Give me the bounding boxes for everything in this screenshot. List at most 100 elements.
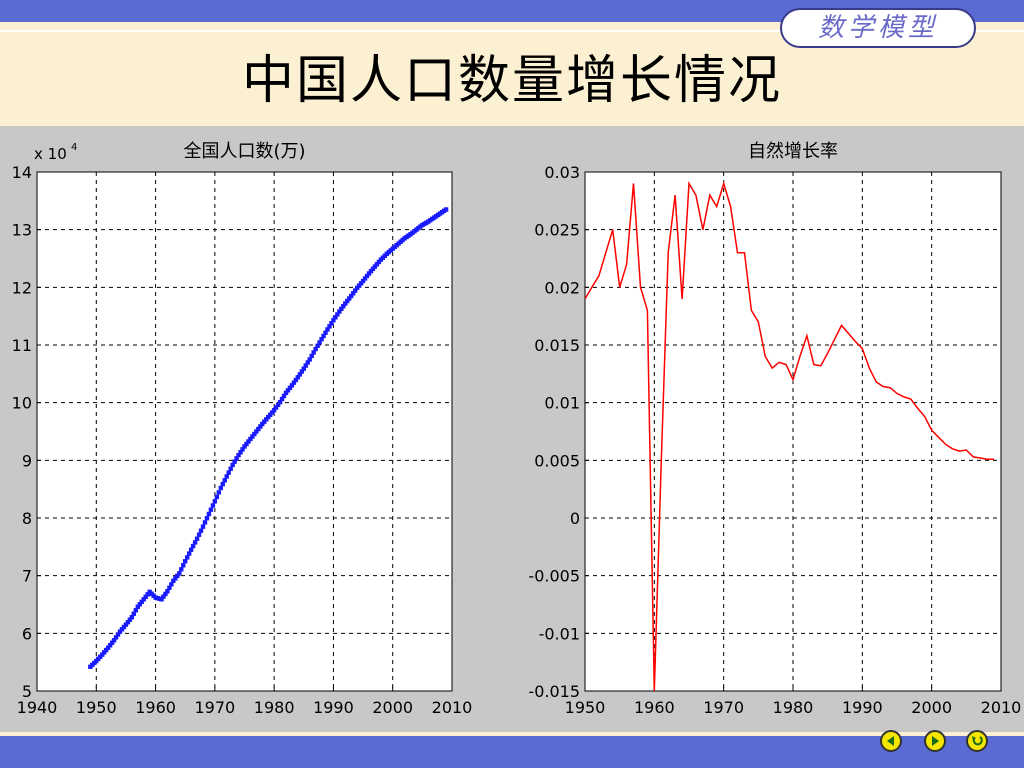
x-tick-label: 1940: [17, 698, 58, 717]
data-point: [183, 559, 188, 564]
data-point: [368, 268, 374, 274]
data-point: [171, 578, 176, 584]
next-icon: [932, 736, 939, 746]
y-tick-label: 12: [12, 278, 32, 297]
chart-2: 1950 1960 1970 1980 1990 2000 2010 -0.015 -0.01 -…: [528, 141, 1021, 717]
y-tick-label: 0.005: [534, 451, 580, 470]
data-point: [360, 278, 366, 284]
data-point: [260, 421, 265, 427]
data-point: [194, 536, 200, 541]
data-point: [333, 315, 338, 320]
x-tick-label: 2010: [981, 698, 1022, 717]
y-exponent-label: x 10: [34, 145, 67, 163]
data-point: [117, 629, 123, 634]
data-point: [374, 262, 380, 267]
x-tick-label: 2000: [372, 698, 413, 717]
data-point: [220, 481, 225, 487]
x-tick-label: 1950: [76, 698, 117, 717]
data-point: [159, 597, 164, 602]
data-point: [325, 327, 330, 332]
data-point: [206, 511, 212, 517]
chart-title: 自然增长率: [748, 141, 838, 162]
charts-svg: 1940 1950 1960 1970 1980 1990 2000 2010 5 6 7 8 9 10 1…: [12, 141, 1022, 717]
y-tick-label: 0: [570, 509, 580, 528]
top-bar: [0, 0, 1024, 22]
data-point: [256, 426, 261, 432]
previous-button[interactable]: [880, 730, 902, 752]
data-point: [242, 444, 247, 449]
data-point: [345, 298, 350, 304]
return-icon: [972, 736, 983, 746]
data-point: [228, 466, 233, 471]
y-tick-label: 0.03: [544, 163, 580, 182]
data-point: [107, 643, 113, 648]
data-point: [192, 540, 198, 545]
data-point: [232, 459, 237, 464]
data-point: [177, 571, 182, 576]
data-point: [299, 369, 305, 374]
data-point: [273, 405, 279, 410]
data-point: [283, 390, 289, 396]
return-button[interactable]: [966, 730, 988, 752]
y-tick-label: 11: [12, 336, 32, 355]
data-point: [252, 431, 257, 437]
data-point: [165, 589, 170, 594]
y-tick-label: -0.01: [539, 624, 580, 643]
data-point: [129, 614, 135, 620]
data-point: [135, 604, 140, 610]
x-tick-label: 1990: [842, 698, 883, 717]
chart-1: 1940 1950 1960 1970 1980 1990 2000 2010 5 6 7 8 9 10 1…: [12, 141, 473, 717]
data-point: [173, 576, 178, 581]
data-point: [216, 490, 222, 495]
data-point: [101, 650, 107, 655]
data-point: [331, 318, 336, 323]
data-point: [123, 622, 129, 627]
data-point: [264, 417, 269, 422]
data-point: [295, 375, 301, 380]
data-point: [196, 532, 202, 537]
x-tick-label: 1970: [194, 698, 235, 717]
data-point: [119, 627, 125, 632]
data-point: [236, 452, 241, 458]
data-point: [234, 456, 239, 461]
data-point: [169, 582, 174, 587]
data-point: [279, 396, 285, 402]
course-badge-label: 数学模型: [817, 13, 938, 43]
data-point: [248, 436, 253, 442]
next-button[interactable]: [924, 730, 946, 752]
data-point: [352, 288, 358, 293]
y-tick-label: -0.015: [528, 682, 580, 701]
data-point: [267, 412, 273, 417]
data-point: [184, 555, 190, 560]
data-point: [100, 652, 105, 657]
data-point: [121, 624, 127, 630]
data-point: [222, 478, 227, 483]
y-tick-label: 7: [22, 567, 32, 586]
data-point: [311, 350, 316, 355]
x-tick-label: 2000: [911, 698, 952, 717]
data-point: [190, 543, 196, 549]
data-point: [179, 567, 184, 572]
data-point: [115, 632, 121, 637]
x-tick-label: 1980: [254, 698, 295, 717]
chart-area: 1940 1950 1960 1970 1980 1990 2000 2010 5 6 7 8 9 10 1…: [0, 126, 1024, 732]
data-point: [214, 494, 220, 500]
y-tick-label: 0.02: [544, 278, 580, 297]
data-point: [337, 309, 342, 314]
data-point: [285, 388, 291, 393]
y-tick-label: -0.005: [528, 567, 580, 586]
x-tick-label: 1950: [565, 698, 606, 717]
y-tick-label: 0.015: [534, 336, 580, 355]
data-point: [372, 264, 378, 269]
data-point: [167, 585, 172, 590]
data-point: [143, 594, 148, 600]
data-point: [250, 434, 255, 439]
bottom-bar: [0, 732, 1024, 768]
data-point: [137, 602, 142, 607]
data-point: [301, 366, 306, 371]
y-tick-label: 0.025: [534, 221, 580, 240]
y-tick-label: 0.01: [544, 394, 580, 413]
data-point: [240, 447, 245, 452]
data-point: [321, 333, 326, 339]
data-point: [366, 271, 372, 276]
